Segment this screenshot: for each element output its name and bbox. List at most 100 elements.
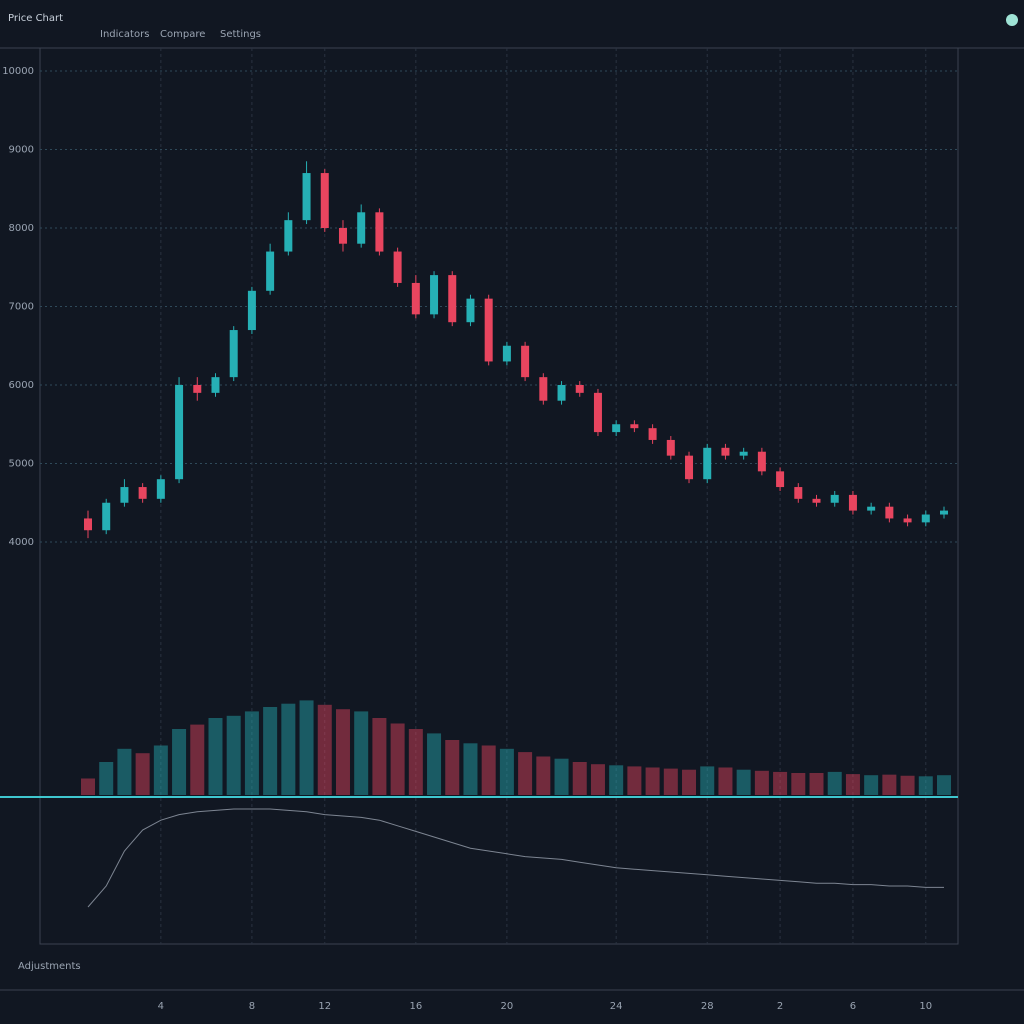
app-title: Price Chart [8, 13, 63, 24]
candle-body [502, 345, 511, 362]
volume-bar [244, 711, 259, 795]
candle-body [593, 392, 602, 433]
x-tick-label: 10 [919, 1001, 932, 1012]
candle-body [903, 518, 912, 523]
volume-bar [372, 718, 387, 795]
volume-bar [809, 773, 824, 795]
y-tick-label: 10000 [2, 66, 34, 77]
toolbar-item[interactable]: Compare [160, 29, 205, 40]
candle-body [266, 251, 275, 291]
volume-bar [317, 704, 332, 795]
volume-bar [900, 775, 915, 795]
volume-bar [463, 743, 478, 795]
volume-bar [918, 776, 933, 795]
candle-body [375, 212, 384, 252]
volume-bar [299, 700, 314, 795]
x-tick-label: 20 [501, 1001, 514, 1012]
volume-bar [408, 729, 423, 795]
candle-body [703, 447, 712, 480]
volume-bar [700, 766, 715, 795]
candle-body [648, 428, 657, 440]
candle-body [484, 298, 493, 362]
volume-bar [882, 774, 897, 795]
candle-body [466, 298, 475, 323]
candle-body [812, 498, 821, 503]
volume-bar [445, 740, 460, 795]
candle-body [721, 447, 730, 456]
candle-body [84, 518, 92, 531]
x-tick-label: 2 [777, 1001, 783, 1012]
candle-body [357, 212, 366, 244]
candle-body [302, 173, 311, 221]
volume-bar [791, 773, 806, 795]
volume-bar [536, 756, 551, 795]
volume-bar [663, 768, 678, 795]
volume-bar [263, 707, 278, 795]
candle-body [612, 424, 621, 433]
candle-body [411, 282, 420, 315]
x-tick-label: 6 [850, 1001, 856, 1012]
candle-body [102, 502, 111, 531]
volume-bar [609, 765, 624, 795]
footer-label: Adjustments [18, 961, 81, 972]
volume-bar [736, 769, 751, 795]
volume-bar [172, 729, 187, 795]
y-tick-label: 6000 [9, 380, 34, 391]
candle-body [921, 514, 930, 523]
candle-body [539, 377, 548, 401]
candle-body [885, 506, 894, 519]
x-tick-label: 16 [409, 1001, 422, 1012]
volume-bar [335, 709, 350, 795]
candle-body [848, 494, 857, 511]
volume-bar [499, 748, 514, 795]
y-tick-label: 5000 [9, 459, 34, 470]
candle-body [776, 471, 785, 488]
volume-bar [117, 748, 132, 795]
volume-bar [718, 767, 733, 795]
candle-body [320, 173, 329, 228]
candle-body [830, 494, 839, 503]
candle-body [757, 451, 766, 472]
candle-body [138, 487, 147, 499]
volume-bar [572, 762, 587, 795]
volume-bar [99, 762, 114, 795]
volume-bar [226, 715, 241, 795]
y-tick-label: 8000 [9, 223, 34, 234]
volume-bar [773, 771, 788, 795]
candle-body [630, 424, 639, 429]
indicator-line [87, 808, 944, 908]
volume-bar [627, 766, 642, 795]
volume-bar [481, 745, 496, 795]
plot-frame [39, 47, 959, 945]
volume-bar [281, 703, 296, 795]
y-tick-label: 9000 [9, 145, 34, 156]
candle-body [284, 220, 293, 252]
volume-bar [682, 769, 697, 795]
candle-body [521, 345, 530, 378]
candle-body [666, 439, 675, 456]
candle-body [430, 275, 439, 315]
volume-bar [354, 711, 369, 795]
volume-bar [590, 764, 605, 795]
candle-body [193, 385, 202, 393]
volume-bar [135, 753, 150, 795]
candle-body [867, 506, 876, 511]
candle-body [229, 330, 238, 378]
x-tick-label: 24 [610, 1001, 623, 1012]
x-tick-label: 12 [318, 1001, 331, 1012]
candle-body [393, 251, 402, 283]
y-tick-label: 4000 [9, 537, 34, 548]
toolbar-item[interactable]: Settings [220, 29, 261, 40]
volume-bar [390, 723, 405, 795]
volume-bar [81, 778, 95, 795]
volume-bar [208, 718, 223, 795]
candle-body [175, 385, 184, 480]
status-icon[interactable] [1006, 14, 1018, 26]
candle-body [940, 510, 948, 515]
volume-bar [845, 774, 860, 795]
volume-bar [827, 771, 842, 795]
candle-body [739, 451, 748, 456]
toolbar-item[interactable]: Indicators [100, 29, 149, 40]
candle-body [557, 385, 566, 401]
